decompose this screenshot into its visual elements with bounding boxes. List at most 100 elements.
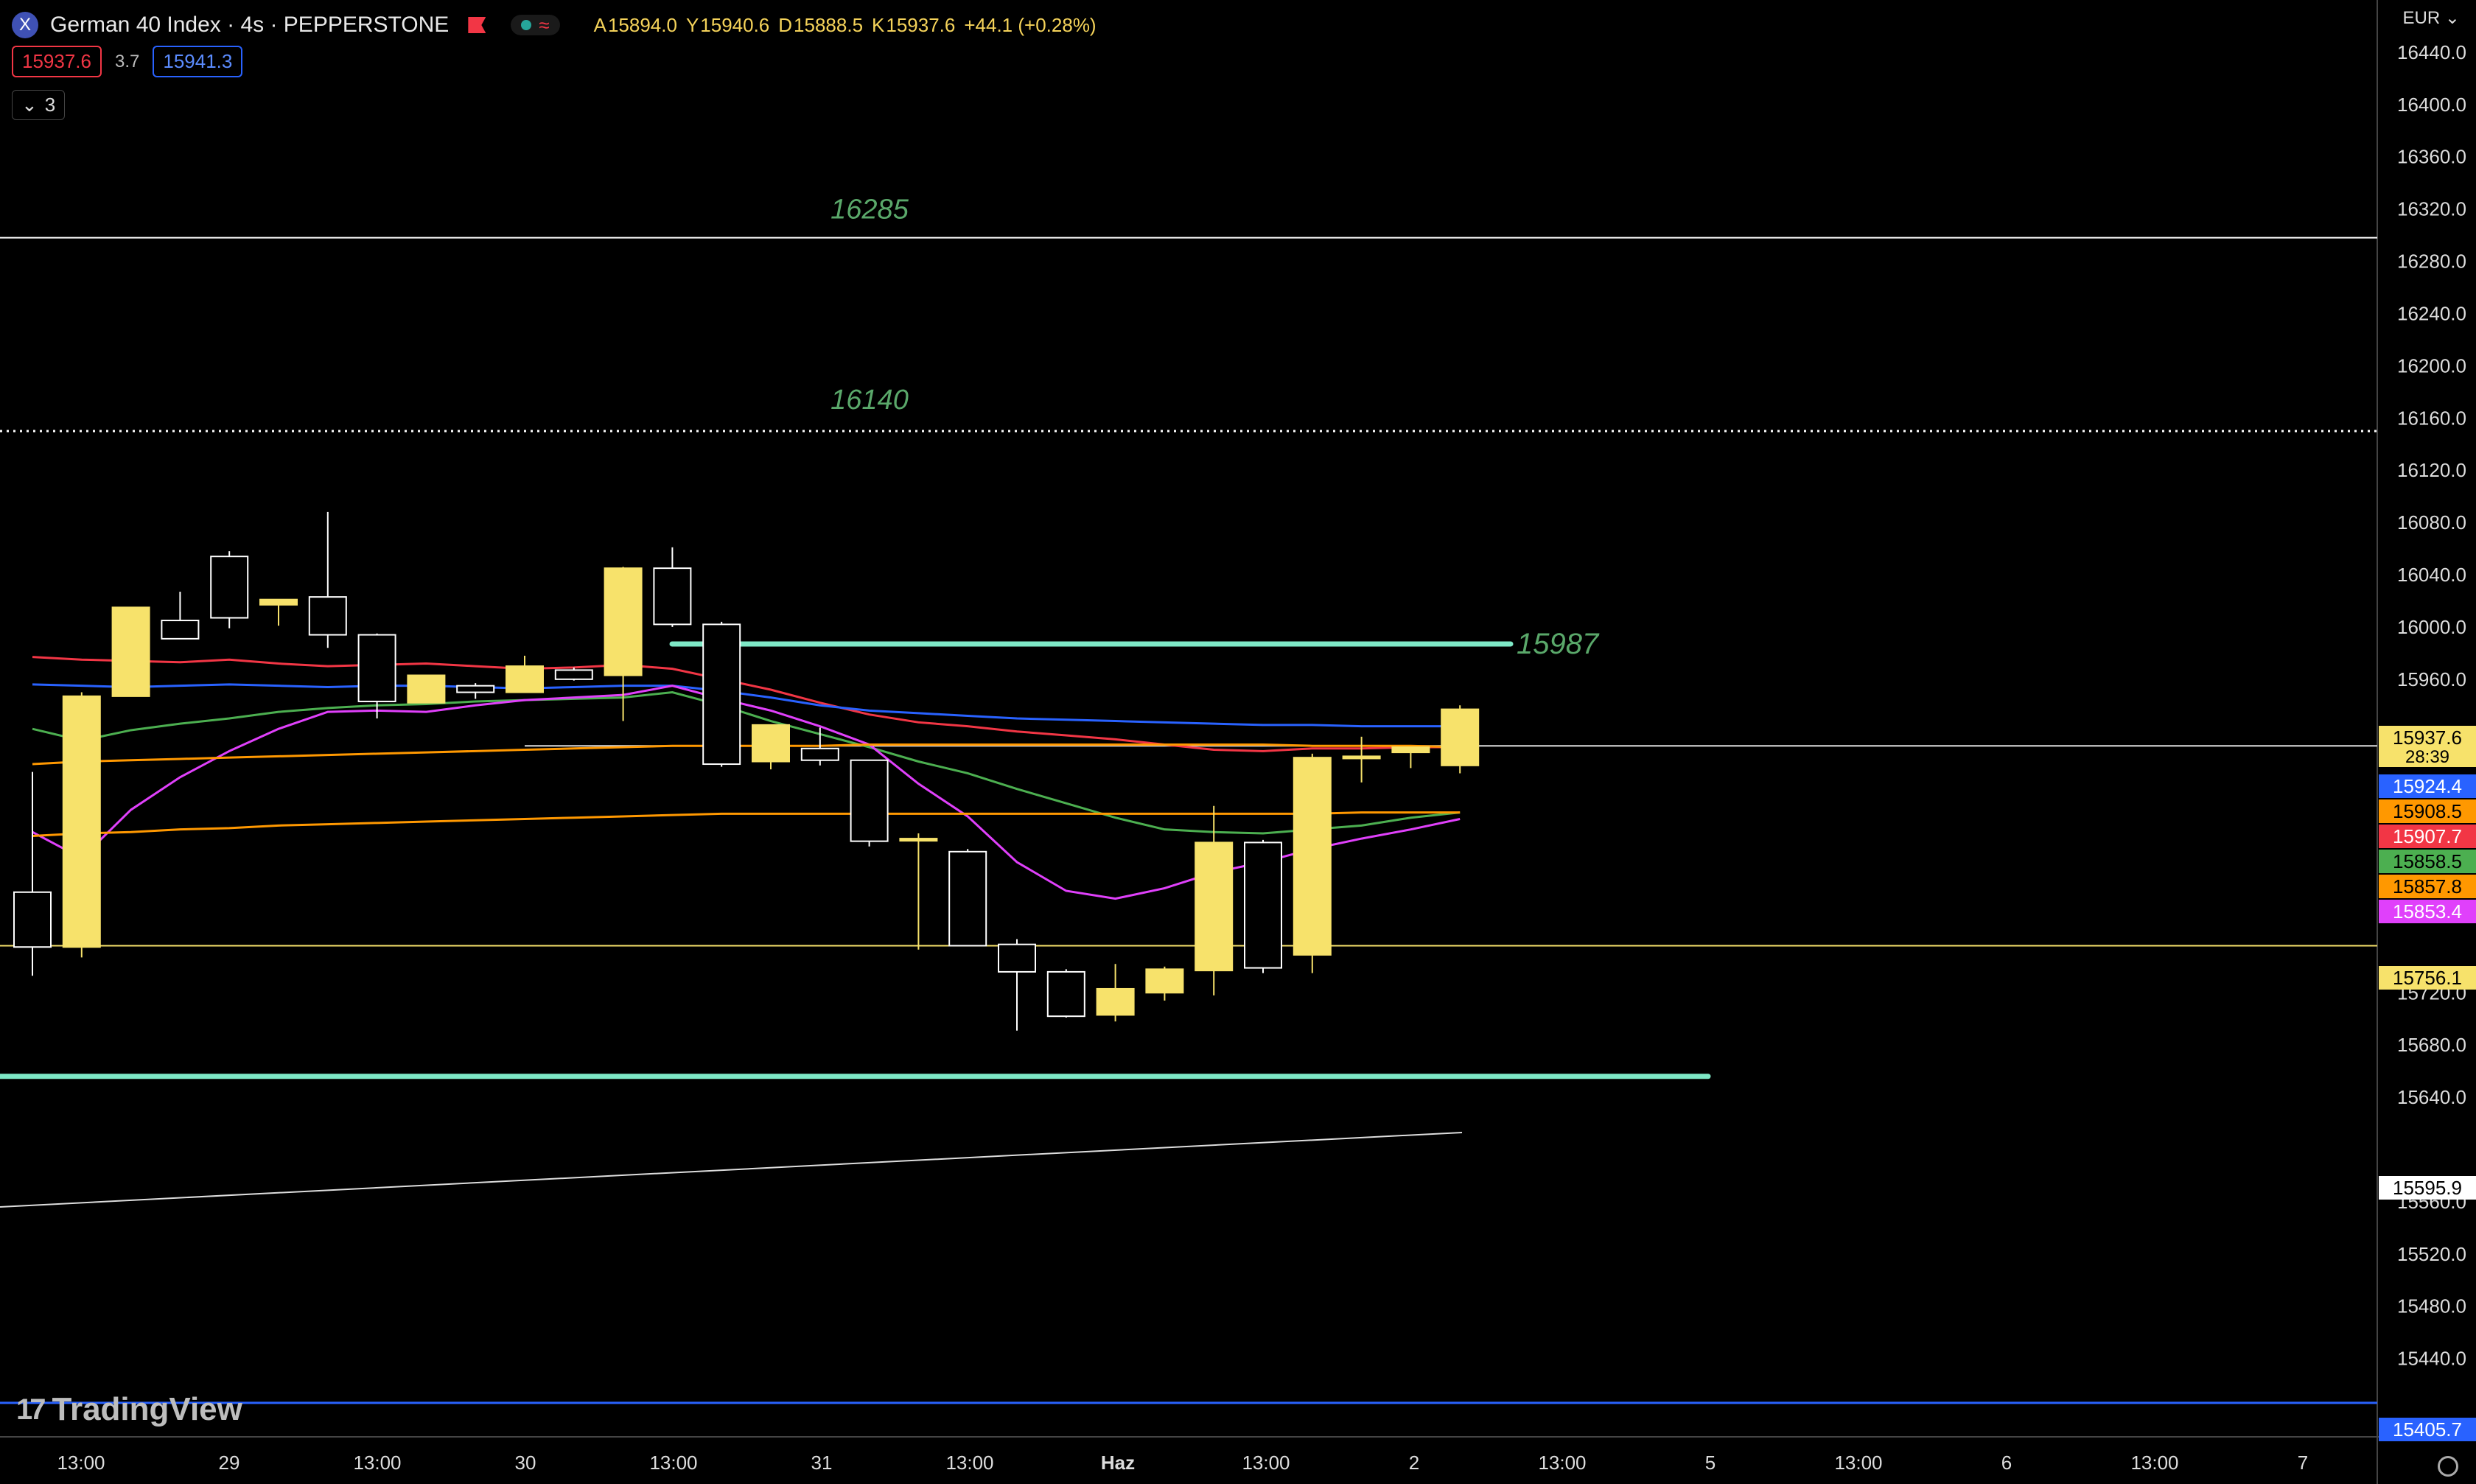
candle-body [653, 567, 692, 626]
y-tick-label: 15960.0 [2397, 668, 2466, 690]
price-tag-label: 15908.5 [2393, 800, 2462, 822]
price-tag-label: 15937.6 [2393, 727, 2462, 749]
ohlc-open: A15894.0 [593, 13, 677, 36]
y-tick-label: 16200.0 [2397, 354, 2466, 377]
price-tag [2379, 850, 2476, 873]
candle-body [456, 685, 495, 693]
candle-body [259, 598, 298, 606]
sell-button[interactable]: 15937.6 [12, 46, 102, 77]
indicators-toggle-button[interactable]: ⌄ 3 [12, 90, 66, 120]
x-tick-label: Haz [1101, 1452, 1135, 1474]
candle-body [407, 674, 446, 704]
candle-body [1046, 970, 1085, 1018]
candle-body [998, 943, 1036, 973]
y-tick-label: 16400.0 [2397, 94, 2466, 116]
price-tag-label: 15595.9 [2393, 1177, 2462, 1199]
y-tick-label: 16040.0 [2397, 564, 2466, 586]
price-change: +44.1 (+0.28%) [964, 13, 1097, 36]
candle-body [111, 606, 150, 697]
x-tick-label: 2 [1409, 1452, 1419, 1474]
candle-body [308, 596, 347, 636]
moving-average-line [32, 691, 1461, 835]
price-tag-label: 15756.1 [2393, 967, 2462, 989]
x-tick-label: 13:00 [353, 1452, 401, 1474]
candle-body [800, 747, 839, 761]
price-tag [2379, 1418, 2476, 1441]
moving-average-line [32, 811, 1461, 838]
price-tag [2379, 875, 2476, 898]
moving-average-line [32, 656, 1461, 752]
y-tick-label: 16000.0 [2397, 616, 2466, 638]
y-tick-label: 16280.0 [2397, 251, 2466, 273]
candle-body [357, 634, 396, 702]
moving-average-line [32, 683, 1461, 728]
price-tag-label: 15907.7 [2393, 825, 2462, 847]
tradingview-logo[interactable]: 17 TradingView [16, 1391, 242, 1428]
symbol-logo-icon[interactable]: X [12, 12, 38, 38]
y-tick-label: 15440.0 [2397, 1348, 2466, 1370]
candle-body [948, 850, 987, 947]
settings-icon[interactable] [2438, 1456, 2458, 1477]
candle-body [1145, 968, 1184, 994]
symbol-header: X German 40 Index · 4s · PEPPERSTONE ≈ A… [12, 9, 1097, 41]
y-tick-label: 15680.0 [2397, 1034, 2466, 1056]
spread-value: 3.7 [114, 51, 140, 71]
price-tag-label: 15924.4 [2393, 775, 2462, 797]
y-tick-label: 15520.0 [2397, 1243, 2466, 1265]
y-tick-label: 16360.0 [2397, 146, 2466, 168]
indicators-count: 3 [44, 94, 56, 116]
x-tick-label: 13:00 [945, 1452, 993, 1474]
currency-label: EUR [2402, 8, 2441, 28]
countdown-label: 28:39 [2405, 747, 2449, 767]
price-tag [2379, 774, 2476, 798]
y-tick-label: 15480.0 [2397, 1295, 2466, 1317]
ohlc-low: D15888.5 [778, 13, 864, 36]
y-tick-label: 16080.0 [2397, 511, 2466, 533]
candle-body [554, 669, 593, 680]
x-tick-label: 13:00 [1242, 1452, 1290, 1474]
price-tag [2379, 900, 2476, 923]
candle-body [13, 891, 52, 948]
price-tag-label: 15858.5 [2393, 850, 2462, 872]
candle-body [161, 620, 200, 640]
x-tick-label: 13:00 [2130, 1452, 2178, 1474]
x-tick-label: 5 [1705, 1452, 1716, 1474]
y-tick-label: 16240.0 [2397, 302, 2466, 324]
level-label: 16285 [830, 195, 909, 225]
candle-body [1244, 841, 1282, 969]
price-tag-label: 15853.4 [2393, 900, 2462, 923]
ohlc-close: K15937.6 [872, 13, 956, 36]
currency-selector[interactable]: EUR ⌄ [2402, 8, 2460, 28]
price-tag [2379, 966, 2476, 990]
price-tag-label: 15857.8 [2393, 875, 2462, 897]
ohlc-values: A15894.0 Y15940.6 D15888.5 K15937.6 +44.… [594, 14, 1097, 37]
x-tick-label: 29 [219, 1452, 240, 1474]
price-tag [2379, 726, 2476, 767]
ohlc-high: Y15940.6 [685, 13, 770, 36]
candle-body [62, 695, 101, 948]
candle-body [850, 759, 889, 842]
chevron-down-icon: ⌄ [21, 94, 38, 116]
price-tag [2379, 825, 2476, 848]
symbol-title[interactable]: German 40 Index · 4s · PEPPERSTONE [50, 13, 450, 37]
x-tick-label: 13:00 [649, 1452, 697, 1474]
level-label: 16140 [830, 385, 909, 416]
candle-body [1391, 746, 1430, 754]
candle-body [1195, 841, 1234, 972]
market-status[interactable]: ≈ [511, 15, 560, 35]
y-tick-label: 16160.0 [2397, 407, 2466, 429]
candle-body [702, 623, 741, 766]
moving-average-line [32, 743, 1461, 766]
price-tag [2379, 1176, 2476, 1200]
flag-icon[interactable] [468, 17, 486, 33]
candle-body [1293, 757, 1332, 956]
tradingview-logo-text: TradingView [52, 1391, 242, 1427]
x-tick-label: 31 [811, 1452, 833, 1474]
x-tick-label: 7 [2298, 1452, 2308, 1474]
symbol-logo-text: X [18, 15, 31, 35]
buy-button[interactable]: 15941.3 [153, 46, 243, 77]
candle-body [899, 838, 938, 842]
